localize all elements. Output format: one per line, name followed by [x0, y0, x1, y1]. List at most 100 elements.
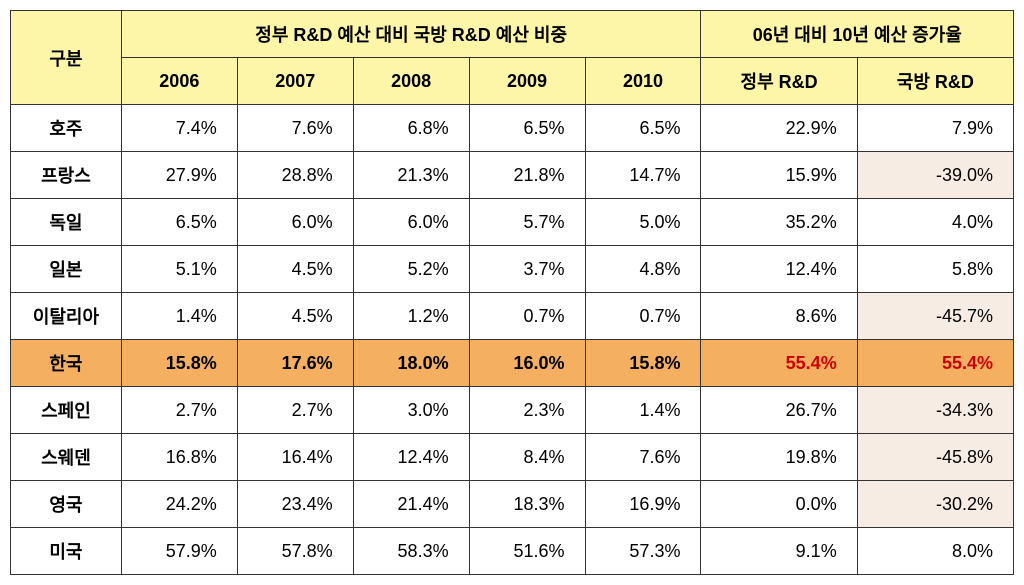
value-cell: 21.4% [353, 481, 469, 528]
growth-def-cell: 5.8% [857, 246, 1013, 293]
value-cell: 5.7% [469, 199, 585, 246]
growth-gov-cell: 0.0% [701, 481, 857, 528]
value-cell: 1.4% [121, 293, 237, 340]
value-cell: 58.3% [353, 528, 469, 575]
country-cell: 호주 [11, 105, 122, 152]
country-cell: 독일 [11, 199, 122, 246]
growth-def-cell: -30.2% [857, 481, 1013, 528]
value-cell: 5.1% [121, 246, 237, 293]
value-cell: 16.0% [469, 340, 585, 387]
growth-gov-cell: 55.4% [701, 340, 857, 387]
value-cell: 7.6% [237, 105, 353, 152]
value-cell: 5.2% [353, 246, 469, 293]
growth-def-cell: 7.9% [857, 105, 1013, 152]
value-cell: 15.8% [121, 340, 237, 387]
header-ratio-group: 정부 R&D 예산 대비 국방 R&D 예산 비중 [121, 11, 701, 58]
country-cell: 스웨덴 [11, 434, 122, 481]
country-cell: 한국 [11, 340, 122, 387]
growth-gov-cell: 22.9% [701, 105, 857, 152]
value-cell: 21.8% [469, 152, 585, 199]
country-cell: 일본 [11, 246, 122, 293]
value-cell: 3.7% [469, 246, 585, 293]
value-cell: 6.0% [237, 199, 353, 246]
value-cell: 3.0% [353, 387, 469, 434]
value-cell: 28.8% [237, 152, 353, 199]
value-cell: 6.8% [353, 105, 469, 152]
table-row: 일본5.1%4.5%5.2%3.7%4.8%12.4%5.8% [11, 246, 1014, 293]
value-cell: 14.7% [585, 152, 701, 199]
value-cell: 51.6% [469, 528, 585, 575]
growth-def-cell: 4.0% [857, 199, 1013, 246]
table-row: 독일6.5%6.0%6.0%5.7%5.0%35.2%4.0% [11, 199, 1014, 246]
country-cell: 프랑스 [11, 152, 122, 199]
growth-def-cell: -45.7% [857, 293, 1013, 340]
value-cell: 18.3% [469, 481, 585, 528]
table-row: 호주7.4%7.6%6.8%6.5%6.5%22.9%7.9% [11, 105, 1014, 152]
table-row: 스페인2.7%2.7%3.0%2.3%1.4%26.7%-34.3% [11, 387, 1014, 434]
header-year-2009: 2009 [469, 58, 585, 105]
table-row: 스웨덴16.8%16.4%12.4%8.4%7.6%19.8%-45.8% [11, 434, 1014, 481]
growth-def-cell: -34.3% [857, 387, 1013, 434]
growth-gov-cell: 35.2% [701, 199, 857, 246]
value-cell: 24.2% [121, 481, 237, 528]
value-cell: 57.8% [237, 528, 353, 575]
value-cell: 1.2% [353, 293, 469, 340]
value-cell: 6.5% [121, 199, 237, 246]
table-row: 한국15.8%17.6%18.0%16.0%15.8%55.4%55.4% [11, 340, 1014, 387]
value-cell: 17.6% [237, 340, 353, 387]
table-row: 이탈리아1.4%4.5%1.2%0.7%0.7%8.6%-45.7% [11, 293, 1014, 340]
value-cell: 0.7% [469, 293, 585, 340]
value-cell: 8.4% [469, 434, 585, 481]
table-row: 미국57.9%57.8%58.3%51.6%57.3%9.1%8.0% [11, 528, 1014, 575]
table-header: 구분 정부 R&D 예산 대비 국방 R&D 예산 비중 06년 대비 10년 … [11, 11, 1014, 105]
header-year-2007: 2007 [237, 58, 353, 105]
table-row: 영국24.2%23.4%21.4%18.3%16.9%0.0%-30.2% [11, 481, 1014, 528]
value-cell: 2.7% [121, 387, 237, 434]
header-growth-def: 국방 R&D [857, 58, 1013, 105]
value-cell: 4.8% [585, 246, 701, 293]
value-cell: 57.3% [585, 528, 701, 575]
value-cell: 16.8% [121, 434, 237, 481]
value-cell: 27.9% [121, 152, 237, 199]
header-year-2008: 2008 [353, 58, 469, 105]
value-cell: 21.3% [353, 152, 469, 199]
value-cell: 15.8% [585, 340, 701, 387]
value-cell: 12.4% [353, 434, 469, 481]
value-cell: 0.7% [585, 293, 701, 340]
growth-gov-cell: 12.4% [701, 246, 857, 293]
country-cell: 스페인 [11, 387, 122, 434]
growth-def-cell: 8.0% [857, 528, 1013, 575]
value-cell: 5.0% [585, 199, 701, 246]
header-year-2010: 2010 [585, 58, 701, 105]
value-cell: 6.0% [353, 199, 469, 246]
country-cell: 미국 [11, 528, 122, 575]
value-cell: 2.3% [469, 387, 585, 434]
growth-def-cell: -45.8% [857, 434, 1013, 481]
value-cell: 6.5% [469, 105, 585, 152]
growth-gov-cell: 9.1% [701, 528, 857, 575]
table-row: 프랑스27.9%28.8%21.3%21.8%14.7%15.9%-39.0% [11, 152, 1014, 199]
value-cell: 18.0% [353, 340, 469, 387]
header-growth-group: 06년 대비 10년 예산 증가율 [701, 11, 1014, 58]
growth-gov-cell: 26.7% [701, 387, 857, 434]
header-year-2006: 2006 [121, 58, 237, 105]
header-category: 구분 [11, 11, 122, 105]
value-cell: 6.5% [585, 105, 701, 152]
rd-budget-table: 구분 정부 R&D 예산 대비 국방 R&D 예산 비중 06년 대비 10년 … [10, 10, 1014, 575]
value-cell: 7.6% [585, 434, 701, 481]
value-cell: 23.4% [237, 481, 353, 528]
value-cell: 4.5% [237, 293, 353, 340]
country-cell: 이탈리아 [11, 293, 122, 340]
value-cell: 4.5% [237, 246, 353, 293]
value-cell: 57.9% [121, 528, 237, 575]
table-body: 호주7.4%7.6%6.8%6.5%6.5%22.9%7.9%프랑스27.9%2… [11, 105, 1014, 575]
header-growth-gov: 정부 R&D [701, 58, 857, 105]
value-cell: 1.4% [585, 387, 701, 434]
growth-gov-cell: 8.6% [701, 293, 857, 340]
value-cell: 16.9% [585, 481, 701, 528]
country-cell: 영국 [11, 481, 122, 528]
growth-def-cell: 55.4% [857, 340, 1013, 387]
value-cell: 2.7% [237, 387, 353, 434]
value-cell: 7.4% [121, 105, 237, 152]
value-cell: 16.4% [237, 434, 353, 481]
